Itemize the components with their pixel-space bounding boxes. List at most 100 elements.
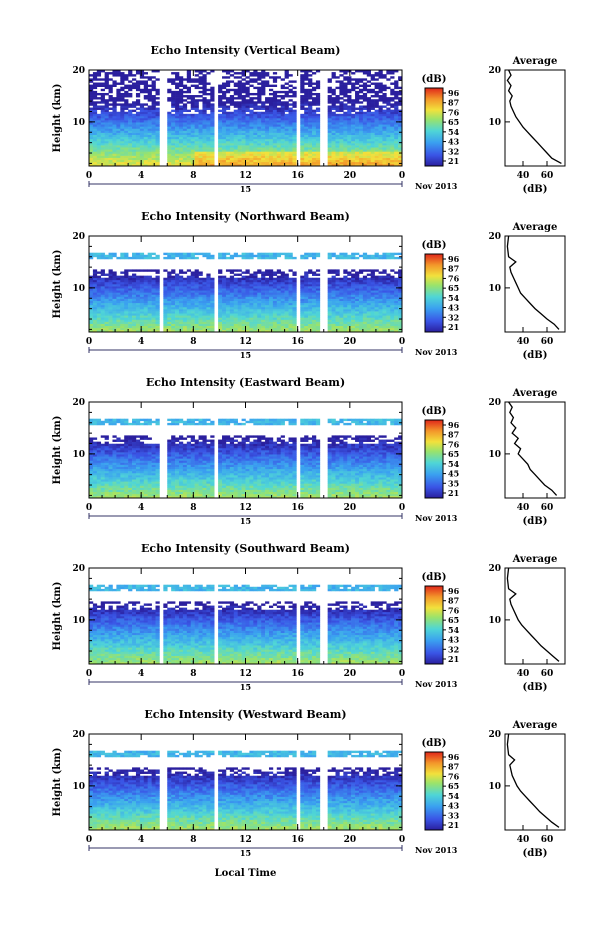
- heatmap-cell: [229, 279, 235, 283]
- heatmap-cell: [339, 296, 344, 299]
- heatmap-cell: [175, 327, 180, 331]
- heatmap-cell: [339, 113, 344, 117]
- heatmap-cell: [163, 321, 168, 324]
- heatmap-cell: [261, 76, 266, 79]
- heatmap-cell: [139, 140, 145, 144]
- heatmap-cell: [292, 306, 297, 310]
- heatmap-cell: [112, 254, 117, 258]
- heatmap-cell: [132, 279, 137, 283]
- heatmap-cell: [268, 153, 274, 156]
- heatmap-cell: [284, 325, 289, 329]
- heatmap-cell: [335, 128, 340, 131]
- heatmap-cell: [237, 306, 242, 310]
- heatmap-cell: [222, 103, 227, 106]
- heatmap-cell: [351, 329, 356, 333]
- heatmap-cell: [194, 99, 199, 102]
- heatmap-cell: [284, 147, 289, 150]
- heatmap-cell: [233, 325, 238, 329]
- heatmap-cell: [382, 99, 387, 102]
- heatmap-cell: [155, 134, 160, 138]
- heatmap-cell: [347, 155, 352, 158]
- heatmap-cell: [222, 101, 227, 104]
- heatmap-cell: [120, 97, 125, 100]
- heatmap-cell: [100, 88, 105, 92]
- heatmap-cell: [182, 151, 188, 154]
- heatmap-cell: [163, 309, 168, 312]
- heatmap-cell: [335, 302, 340, 306]
- heatmap-cell: [237, 288, 242, 291]
- heatmap-cell: [210, 298, 215, 301]
- heatmap-cell: [394, 111, 399, 115]
- heatmap-cell: [268, 143, 274, 146]
- heatmap-cell: [237, 136, 242, 140]
- heatmap-cell: [366, 84, 371, 87]
- heatmap-cell: [335, 321, 340, 324]
- heatmap-cell: [218, 157, 223, 161]
- heatmap-cell: [124, 126, 129, 129]
- heatmap-cell: [108, 284, 113, 287]
- heatmap-cell: [225, 113, 231, 117]
- heatmap-cell: [300, 145, 305, 148]
- heatmap-cell: [304, 138, 309, 142]
- heatmap-cell: [268, 126, 274, 129]
- heatmap-cell: [89, 311, 94, 314]
- heatmap-cell: [116, 128, 121, 131]
- heatmap-cell: [112, 109, 117, 113]
- heatmap-cell: [229, 304, 235, 308]
- heatmap-cell: [245, 107, 250, 110]
- heatmap-cell: [100, 159, 105, 163]
- heatmap-cell: [151, 325, 156, 329]
- heatmap-cell: [312, 327, 317, 331]
- heatmap-cell: [155, 256, 160, 260]
- heatmap-cell: [292, 302, 297, 306]
- heatmap-cell: [112, 74, 117, 77]
- heatmap-cell: [351, 109, 356, 113]
- heatmap-cell: [268, 155, 274, 158]
- heatmap-cell: [249, 78, 254, 81]
- heatmap-cell: [249, 163, 254, 167]
- heatmap-cell: [366, 101, 371, 104]
- heatmap-cell: [100, 155, 105, 158]
- heatmap-cell: [394, 113, 399, 117]
- heatmap-cell: [210, 86, 215, 90]
- heatmap-cell: [135, 147, 141, 150]
- heatmap-cell: [210, 132, 215, 135]
- heatmap-cell: [175, 143, 180, 146]
- heatmap-cell: [276, 90, 282, 94]
- heatmap-cell: [89, 149, 94, 152]
- heatmap-cell: [143, 72, 148, 75]
- heatmap-cell: [128, 103, 133, 106]
- heatmap-cell: [128, 92, 133, 96]
- heatmap-cell: [327, 323, 332, 327]
- heatmap-cell: [331, 126, 336, 129]
- heatmap-cell: [280, 292, 285, 295]
- heatmap-cell: [398, 78, 403, 81]
- heatmap-cell: [241, 153, 246, 156]
- heatmap-cell: [288, 284, 293, 287]
- heatmap-cell: [370, 155, 375, 158]
- heatmap-cell: [284, 159, 289, 163]
- heatmap-cell: [237, 80, 242, 83]
- heatmap-cell: [339, 321, 344, 324]
- heatmap-cell: [178, 134, 184, 138]
- heatmap-cell: [139, 138, 145, 142]
- heatmap-cell: [108, 163, 113, 167]
- heatmap-cell: [182, 161, 188, 165]
- heatmap-cell: [351, 317, 356, 320]
- heatmap-cell: [362, 317, 368, 320]
- heatmap-cell: [89, 126, 94, 129]
- heatmap-cell: [108, 317, 113, 320]
- heatmap-cell: [300, 126, 305, 129]
- heatmap-cell: [261, 290, 266, 293]
- heatmap-cell: [143, 80, 148, 83]
- heatmap-cell: [253, 311, 258, 314]
- heatmap-cell: [190, 136, 195, 140]
- heatmap-cell: [147, 132, 152, 135]
- heatmap-cell: [339, 88, 344, 92]
- heatmap-cell: [198, 284, 203, 287]
- heatmap-cell: [245, 277, 250, 281]
- heatmap-cell: [347, 99, 352, 102]
- heatmap-cell: [225, 163, 231, 167]
- heatmap-cell: [167, 157, 172, 161]
- heatmap-cell: [284, 298, 289, 301]
